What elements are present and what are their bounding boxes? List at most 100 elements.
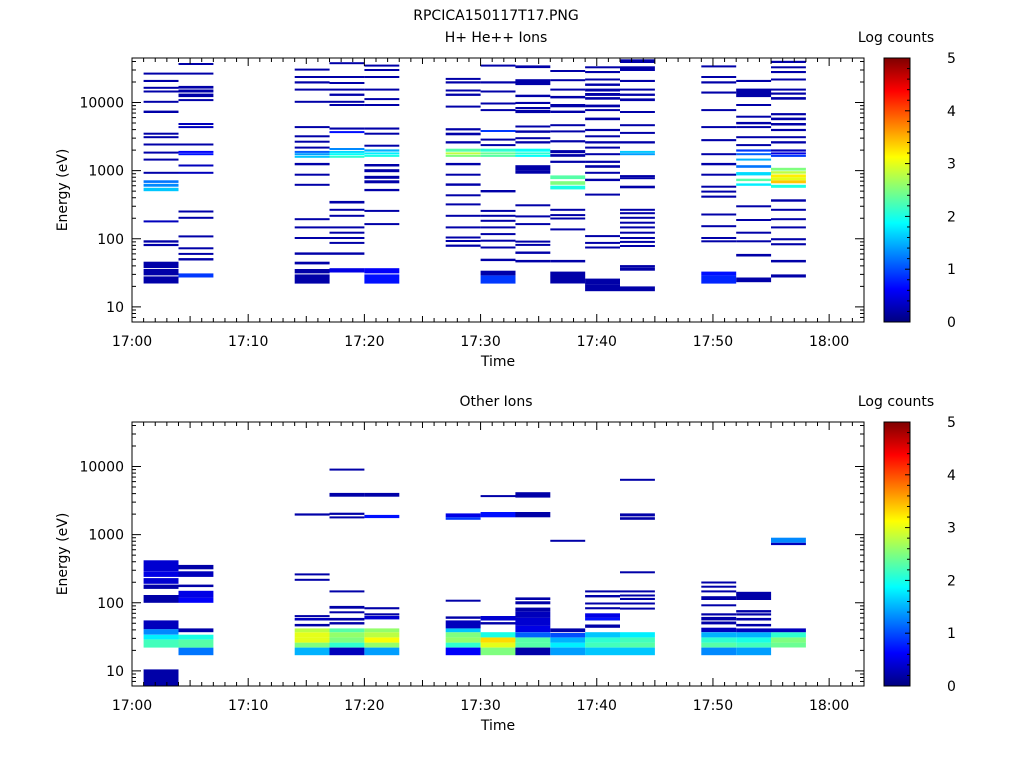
heatmap-cell [515,492,551,498]
heatmap-cell [329,200,365,204]
heatmap-cell [620,265,655,268]
heatmap-cell [445,148,481,152]
heatmap-cell [294,88,330,91]
heatmap-cell [515,125,551,128]
heatmap-cell [550,642,586,648]
heatmap-cell [771,78,806,81]
heatmap-cell [329,590,365,593]
heatmap-cell [585,602,620,605]
y-tick-label: 1000 [88,164,124,180]
heatmap-cell [294,226,330,229]
heatmap-cell [736,153,772,156]
heatmap-cell [771,136,806,139]
heatmap-cell [445,162,481,166]
heatmap-cell [585,146,620,149]
heatmap-cell [701,621,737,625]
heatmap-cell [143,639,179,648]
heatmap-cell [736,172,772,176]
heatmap-cell [480,226,516,229]
colorbar-tick-label: 4 [947,468,956,484]
heatmap-cell [515,642,551,648]
colorbar-tick-label: 1 [947,262,956,278]
heatmap-cell [736,126,772,129]
heatmap-cell [445,226,481,229]
heatmap-cell [620,571,655,574]
heatmap-cell [178,258,214,261]
x-axis-label: Time [480,354,515,370]
heatmap-cell [701,139,737,142]
heatmap-cell [329,104,365,106]
heatmap-cell [480,109,516,112]
heatmap-cell [620,88,655,91]
heatmap-cell [294,632,330,638]
heatmap-cell [771,199,806,202]
heatmap-cell [445,183,481,186]
heatmap-cell [620,221,655,224]
heatmap-cell [364,642,400,648]
colorbar-tick-label: 0 [947,315,956,331]
heatmap-cell [178,210,214,213]
heatmap-cell [620,141,655,144]
heatmap-cell [701,613,737,616]
heatmap-cell [701,173,737,176]
heatmap-cell [178,216,214,219]
heatmap-cell [736,88,772,93]
x-tick-label: 17:00 [112,698,152,714]
heatmap-cell [515,204,551,207]
heatmap-cell [364,223,400,226]
heatmap-cell [364,607,400,610]
heatmap-cell [736,628,772,633]
heatmap-cell [294,637,330,643]
heatmap-cell [736,642,772,648]
heatmap-cell [736,253,772,257]
heatmap-cell [620,590,655,593]
heatmap-cell [701,185,737,188]
heatmap-cell [329,642,365,648]
axes: 17:00 17:10 17:20 17:30 17:40 17:50 18:00 10 100… [79,58,864,350]
heatmap-cell [143,634,179,640]
heatmap-cell [771,274,806,278]
heatmap-cell [736,623,772,627]
heatmap-cell [143,669,179,686]
heatmap-cell [294,615,330,618]
heatmap-cells [143,59,806,292]
heatmap-cell [294,76,330,78]
heatmap-cell [364,64,400,67]
heatmap-cell [178,143,214,146]
heatmap-cell [329,632,365,638]
heatmap-cell [445,599,481,602]
heatmap-cell [329,617,365,621]
heatmap-cell [701,590,737,593]
heatmap-cell [620,93,655,96]
heatmap-cell [736,149,772,152]
heatmap-cell [143,187,179,192]
heatmap-cell [701,271,737,276]
heatmap-cell [550,181,586,185]
heatmap-cell [329,127,365,130]
heatmap-cell [585,97,620,100]
heatmap-cell [294,140,330,143]
heatmap-cell [178,123,214,125]
heatmap-cell [620,602,655,605]
heatmap-cell [585,153,620,156]
heatmap-cell [771,537,806,543]
heatmap-cell [329,93,365,96]
heatmap-cell [736,240,772,243]
heatmap-cell [178,153,214,156]
heatmap-cell [550,637,586,643]
heatmap-cell [550,154,586,157]
heatmap-cell [701,275,737,284]
heatmap-cell [701,604,737,607]
heatmap-cell [364,88,400,91]
heatmap-cell [178,93,214,98]
plot-frame [131,57,865,323]
heatmap-cell [445,628,481,633]
heatmap-cell [771,259,806,263]
heatmap-cell [701,153,737,156]
heatmap-cell [294,100,330,103]
heatmap-cell [143,151,179,154]
heatmap-cell [585,66,620,69]
heatmap-cell [736,104,772,106]
heatmap-cell [701,76,737,78]
heatmap-cell [585,241,620,244]
